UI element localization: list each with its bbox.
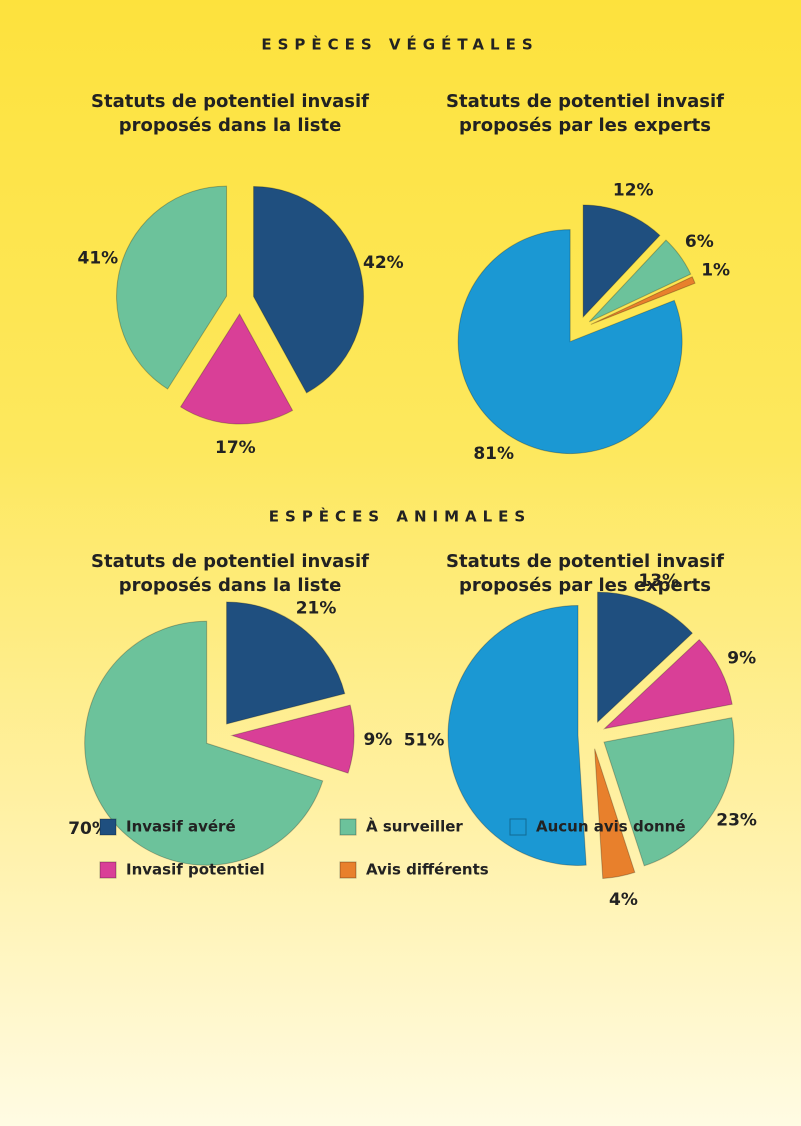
data-label: 51% <box>404 730 445 750</box>
data-label: 4% <box>609 890 638 910</box>
data-label: 9% <box>727 649 756 669</box>
pie-slice <box>230 704 355 774</box>
pie-slice <box>253 186 365 394</box>
pie-slice <box>582 204 661 319</box>
data-label: 41% <box>78 249 119 269</box>
pie-slice <box>597 591 694 724</box>
section-heading: ESPÈCES VÉGÉTALES <box>261 35 538 54</box>
chart-title: Statuts de potentiel invasif proposés da… <box>91 551 369 596</box>
pie-slice <box>590 276 696 325</box>
data-label: 81% <box>473 444 514 464</box>
pie-slice <box>603 717 735 867</box>
data-label: 17% <box>215 438 256 458</box>
data-label: 70% <box>68 819 109 839</box>
legend-label: Invasif potentiel <box>126 861 265 879</box>
data-label: 9% <box>363 730 392 750</box>
legend-label: À surveiller <box>366 817 463 836</box>
pie-slice <box>588 239 692 323</box>
data-label: 1% <box>701 260 730 280</box>
pie-slice <box>602 638 733 730</box>
legend-label: Aucun avis donné <box>536 818 686 836</box>
pie-slice <box>179 313 294 425</box>
legend-swatch <box>99 861 117 879</box>
legend-swatch <box>339 818 357 836</box>
pie-slice <box>457 229 683 455</box>
pie-slice <box>447 604 587 866</box>
legend-label: Avis différents <box>366 861 489 879</box>
legend-swatch <box>339 861 357 879</box>
legend-swatch <box>509 818 527 836</box>
legend-label: Invasif avéré <box>126 818 236 836</box>
chart-title: Statuts de potentiel invasif proposés pa… <box>446 91 724 136</box>
pie-slice <box>116 185 228 390</box>
data-label: 23% <box>716 811 757 831</box>
data-label: 12% <box>613 181 654 201</box>
data-label: 42% <box>363 253 404 273</box>
legend-swatch <box>99 818 117 836</box>
chart-title: Statuts de potentiel invasif proposés da… <box>91 91 369 136</box>
data-label: 13% <box>638 571 679 591</box>
pie-slice <box>84 620 324 866</box>
section-heading: ESPÈCES ANIMALES <box>269 507 531 526</box>
pie-slice <box>594 748 636 880</box>
data-label: 21% <box>296 599 337 619</box>
chart-title: Statuts de potentiel invasif proposés pa… <box>446 551 724 596</box>
pie-slice <box>226 601 346 725</box>
data-label: 6% <box>685 232 714 252</box>
